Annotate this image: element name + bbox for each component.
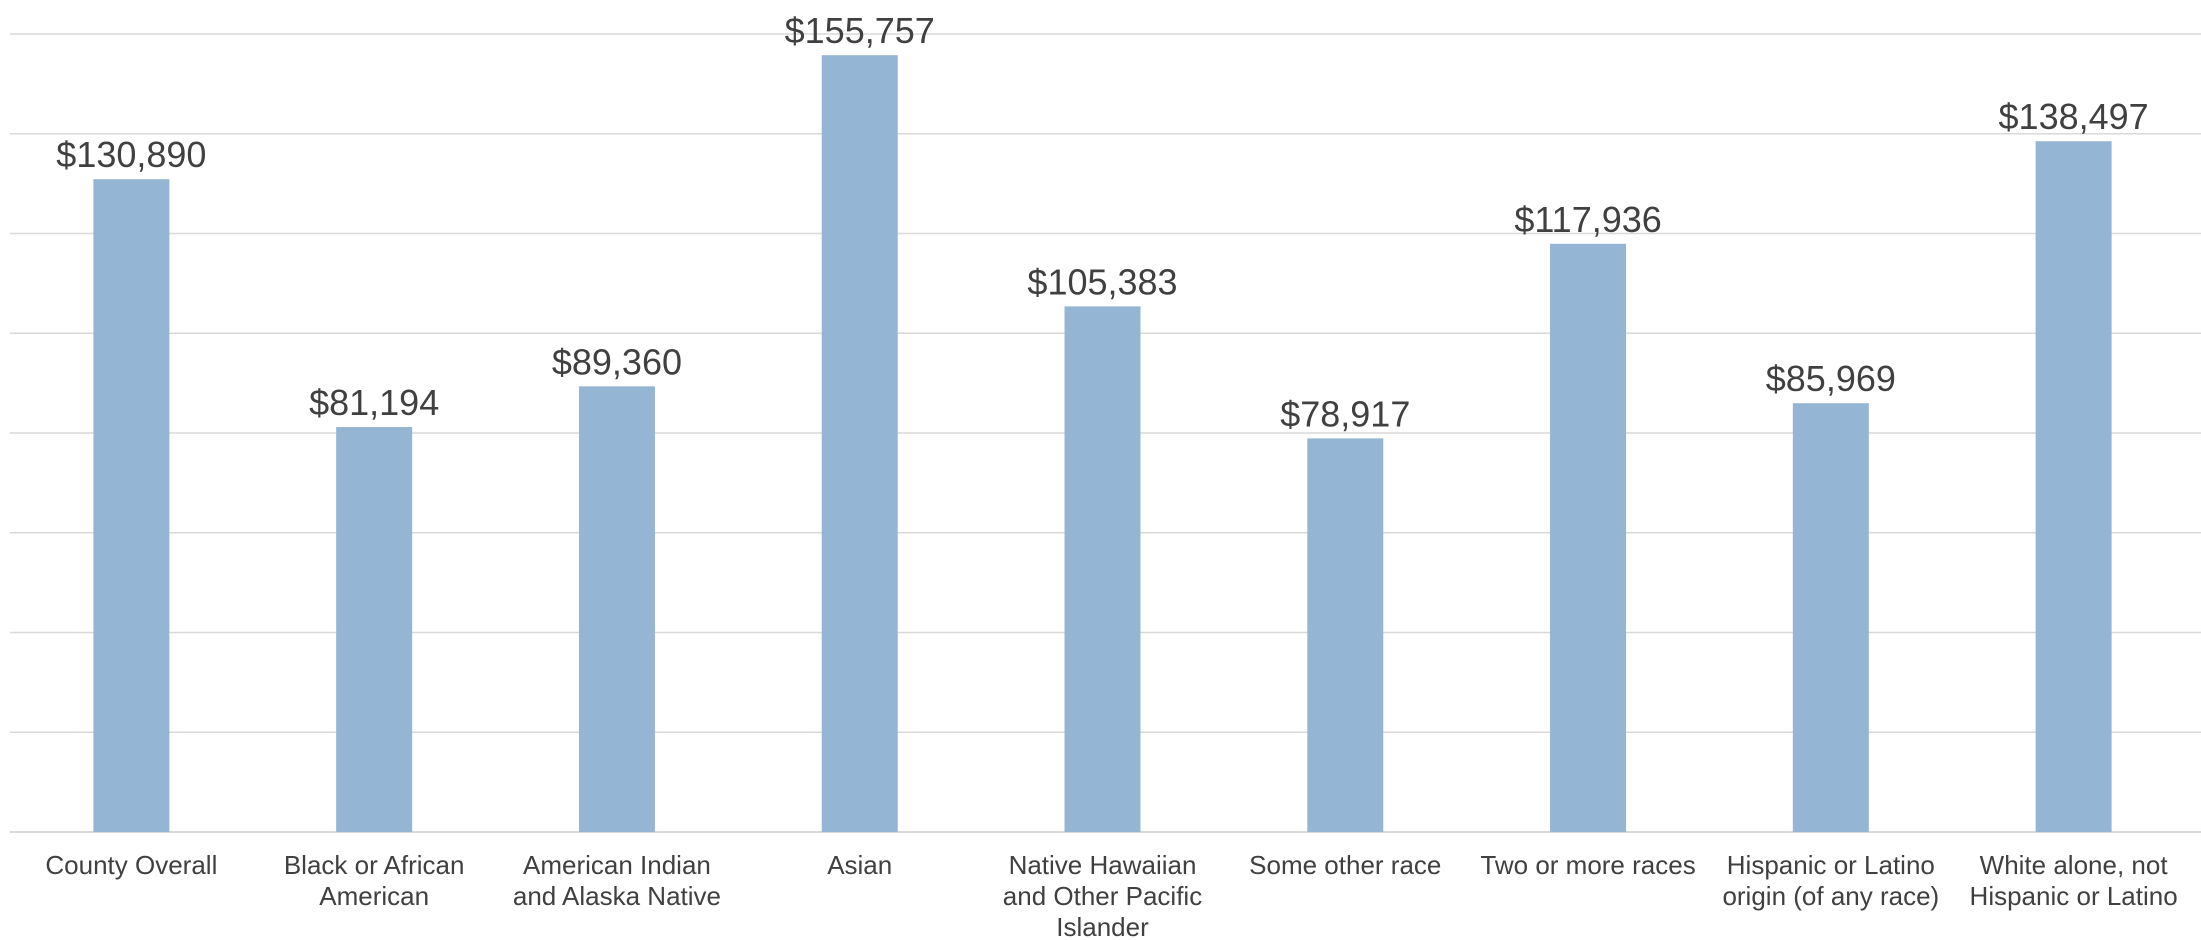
- bar: [578, 386, 655, 832]
- bars: [93, 55, 2112, 833]
- category-label: Asian: [827, 850, 892, 880]
- category-label-line: origin (of any race): [1722, 881, 1939, 911]
- bar: [336, 427, 413, 832]
- bar: [1550, 243, 1627, 833]
- bar: [1792, 403, 1869, 832]
- category-label-line: Some other race: [1249, 850, 1441, 880]
- category-label-line: Black or African: [284, 850, 465, 880]
- data-label: $78,917: [1280, 393, 1410, 434]
- bar: [93, 179, 170, 832]
- category-label-line: and Alaska Native: [513, 881, 721, 911]
- category-label-line: County Overall: [45, 850, 217, 880]
- category-label-line: Native Hawaiian: [1009, 850, 1197, 880]
- category-label-line: Hispanic or Latino: [1970, 881, 2178, 911]
- category-label-line: Islander: [1056, 912, 1149, 940]
- data-label: $130,890: [56, 134, 206, 175]
- bar: [1307, 438, 1384, 832]
- category-label: Hispanic or Latino origin (of any race): [1722, 850, 1939, 911]
- bar: [1064, 306, 1141, 832]
- category-label-line: American: [319, 881, 429, 911]
- data-label: $105,383: [1027, 261, 1177, 302]
- category-label: American Indian and Alaska Native: [513, 850, 721, 911]
- category-label: Some other race: [1249, 850, 1441, 880]
- data-label: $138,497: [1999, 96, 2149, 137]
- category-label-line: Hispanic or Latino: [1727, 850, 1935, 880]
- category-label: Two or more races: [1480, 850, 1695, 880]
- data-label: $81,194: [309, 382, 439, 423]
- category-label-line: and Other Pacific: [1003, 881, 1202, 911]
- category-label: Black or African American: [284, 850, 465, 911]
- data-label: $117,936: [1514, 199, 1661, 240]
- category-label-line: Asian: [827, 850, 892, 880]
- data-label: $155,757: [785, 10, 935, 51]
- data-label: $85,969: [1766, 358, 1896, 399]
- category-label: White alone, not Hispanic or Latino: [1970, 850, 2178, 911]
- category-label-line: Two or more races: [1480, 850, 1695, 880]
- bar: [821, 55, 898, 832]
- value-labels: $130,890 $81,194 $89,360 $155,757 $105,383 $7…: [56, 10, 2148, 434]
- category-labels: County Overall Black or African AmericanAm…: [45, 850, 2177, 940]
- bar: [2035, 141, 2112, 832]
- category-label-line: American Indian: [523, 850, 711, 880]
- category-label-line: White alone, not: [1980, 850, 2169, 880]
- category-label: Native Hawaiian and Other Pacific Islander: [1003, 850, 1202, 940]
- category-label: County Overall: [45, 850, 217, 880]
- data-label: $89,360: [552, 341, 682, 382]
